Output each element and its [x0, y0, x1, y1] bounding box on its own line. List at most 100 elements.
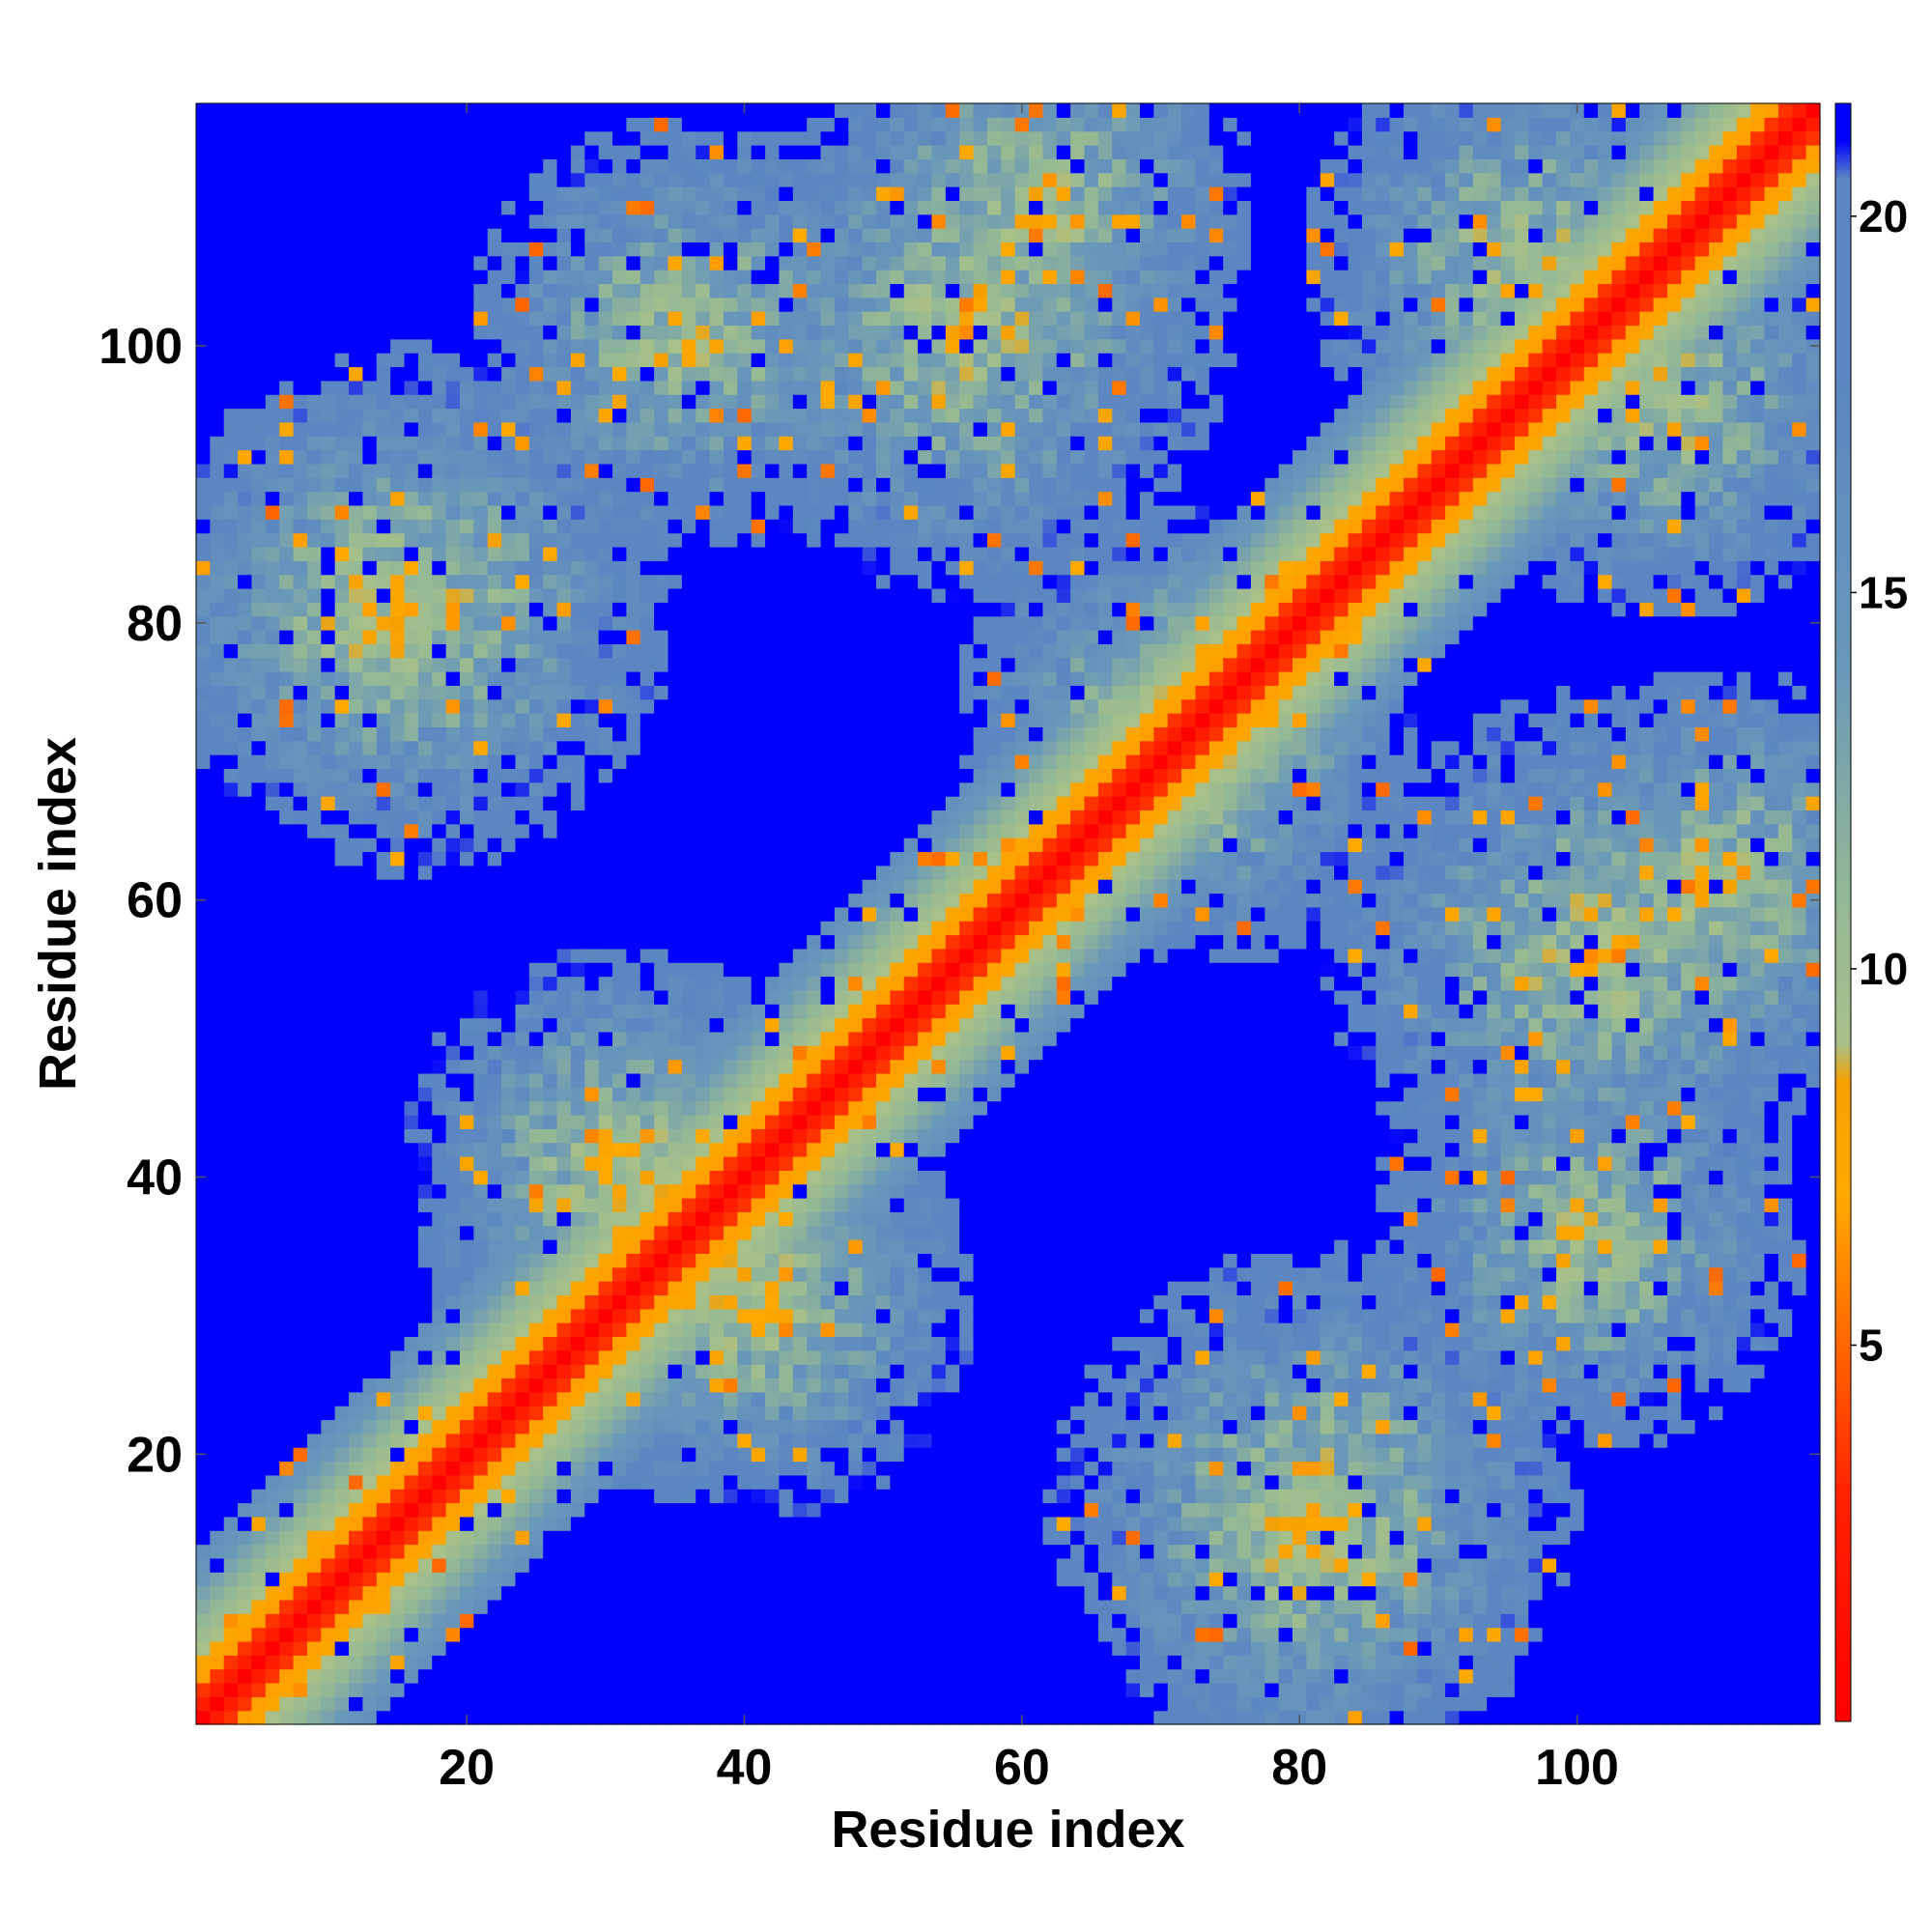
heatmap-cell — [473, 477, 489, 493]
heatmap-cell — [321, 587, 336, 603]
heatmap-cell — [279, 145, 295, 159]
heatmap-cell — [584, 1294, 600, 1310]
heatmap-cell — [223, 1682, 239, 1697]
heatmap-cell — [265, 228, 280, 243]
heatmap-cell — [196, 1031, 211, 1046]
heatmap-cell — [723, 629, 738, 644]
heatmap-cell — [668, 463, 683, 478]
heatmap-cell — [251, 283, 267, 298]
heatmap-cell — [626, 810, 641, 825]
heatmap-cell — [779, 1516, 794, 1531]
heatmap-cell — [210, 602, 225, 617]
heatmap-cell — [737, 1419, 753, 1435]
heatmap-cell — [709, 1599, 724, 1614]
heatmap-cell — [709, 1516, 724, 1531]
heatmap-cell — [210, 921, 225, 936]
heatmap-cell — [334, 463, 350, 478]
heatmap-cell — [639, 685, 655, 700]
heatmap-cell — [501, 796, 517, 811]
heatmap-cell — [654, 1266, 669, 1282]
heatmap-cell — [376, 1031, 391, 1046]
heatmap-cell — [306, 1696, 322, 1712]
heatmap-cell — [417, 380, 433, 395]
heatmap-cell — [543, 726, 558, 742]
heatmap-cell — [321, 1419, 336, 1435]
heatmap-cell — [598, 768, 613, 783]
heatmap-cell — [737, 1239, 753, 1254]
heatmap-cell — [196, 1696, 211, 1712]
heatmap-cell — [723, 366, 738, 382]
heatmap-cell — [223, 504, 239, 520]
heatmap-cell — [238, 1557, 253, 1573]
heatmap-cell — [696, 1613, 711, 1629]
heatmap-cell — [349, 643, 364, 659]
heatmap-cell — [681, 504, 696, 520]
heatmap-cell — [696, 1225, 711, 1240]
heatmap-cell — [543, 353, 558, 368]
heatmap-cell — [737, 532, 753, 548]
heatmap-cell — [362, 989, 378, 1005]
heatmap-cell — [487, 130, 502, 146]
heatmap-cell — [779, 906, 794, 922]
heatmap-cell — [390, 130, 406, 146]
heatmap-cell — [556, 726, 572, 742]
heatmap-cell — [404, 643, 419, 659]
heatmap-cell — [639, 1544, 655, 1559]
heatmap-cell — [668, 865, 683, 880]
heatmap-cell — [265, 546, 280, 561]
heatmap-cell — [238, 713, 253, 727]
heatmap-cell — [765, 1155, 781, 1171]
heatmap-cell — [445, 781, 461, 797]
heatmap-cell — [265, 906, 280, 922]
heatmap-cell — [779, 1017, 794, 1033]
heatmap-cell — [515, 906, 530, 922]
heatmap-cell — [362, 1544, 378, 1559]
heatmap-cell — [196, 463, 211, 478]
heatmap-cell — [459, 504, 474, 520]
heatmap-cell — [349, 1502, 364, 1518]
heatmap-cell — [501, 1142, 517, 1157]
heatmap-cell — [238, 1128, 253, 1144]
heatmap-cell — [668, 657, 683, 672]
heatmap-cell — [598, 1682, 613, 1697]
heatmap-cell — [487, 934, 502, 950]
heatmap-cell — [238, 213, 253, 229]
heatmap-cell — [279, 172, 295, 187]
heatmap-cell — [210, 615, 225, 631]
heatmap-cell — [501, 1378, 517, 1393]
heatmap-cell — [751, 103, 766, 118]
heatmap-cell — [223, 1281, 239, 1295]
heatmap-cell — [251, 242, 267, 257]
heatmap-cell — [293, 546, 308, 561]
heatmap-cell — [362, 1294, 378, 1310]
heatmap-cell — [487, 1045, 502, 1061]
heatmap-cell — [196, 1655, 211, 1670]
heatmap-cell — [321, 1114, 336, 1129]
heatmap-cell — [501, 921, 517, 936]
heatmap-cell — [404, 255, 419, 270]
heatmap-cell — [473, 989, 489, 1005]
heatmap-cell — [223, 1585, 239, 1601]
heatmap-cell — [223, 200, 239, 215]
heatmap-cell — [765, 504, 781, 520]
heatmap-cell — [306, 408, 322, 423]
heatmap-cell — [306, 726, 322, 742]
heatmap-cell — [432, 546, 447, 561]
heatmap-cell — [528, 1613, 544, 1629]
heatmap-cell — [376, 1350, 391, 1365]
heatmap-cell — [543, 1336, 558, 1351]
heatmap-cell — [626, 1516, 641, 1531]
heatmap-cell — [265, 145, 280, 159]
heatmap-cell — [723, 1406, 738, 1421]
heatmap-cell — [639, 1696, 655, 1712]
heatmap-cell — [668, 172, 683, 187]
heatmap-cell — [626, 574, 641, 589]
heatmap-cell — [432, 796, 447, 811]
heatmap-cell — [417, 463, 433, 478]
heatmap-cell — [765, 1696, 781, 1712]
heatmap-cell — [279, 1308, 295, 1323]
heatmap-cell — [737, 1322, 753, 1338]
heatmap-cell — [681, 477, 696, 493]
heatmap-cell — [349, 1433, 364, 1448]
heatmap-cell — [612, 934, 627, 950]
